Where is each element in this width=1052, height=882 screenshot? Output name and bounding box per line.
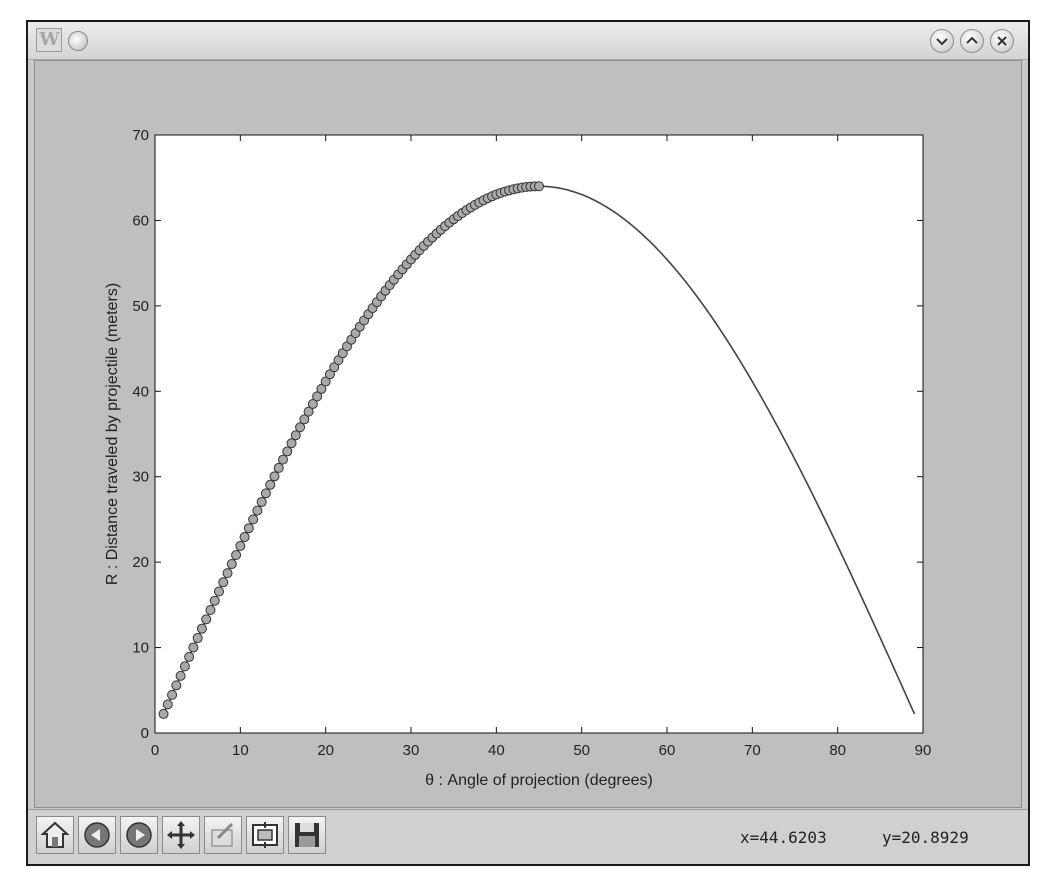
trajectory-point [239,532,250,543]
trajectory-point [273,462,284,473]
close-icon [997,36,1007,46]
y-axis-label: R : Distance traveled by projectile (met… [104,283,121,585]
trajectory-point [256,496,267,507]
chevron-down-icon [936,38,948,46]
zoom-rect-icon [211,822,234,847]
x-tick-label: 20 [317,742,334,759]
x-tick-label: 30 [403,742,420,759]
trajectory-point [282,446,293,457]
trajectory-point [171,680,182,691]
y-tick-label: 60 [132,212,149,229]
figure-canvas[interactable]: 0 10 20 30 40 50 60 70 80 90 0 10 20 30 40 50 60 70 θ : A… [34,60,1022,808]
home-button[interactable] [36,816,74,854]
trajectory-point [218,577,229,588]
y-tick-label: 20 [132,554,149,571]
y-tick-label: 30 [132,469,149,486]
trajectory-point [175,670,186,681]
trajectory-point [316,383,327,394]
trajectory-point [252,505,263,516]
trajectory-point [214,586,224,597]
app-window: W 0 10 20 30 40 50 60 70 80 90 0 10 20 30 40 50 60 70 θ :… [26,20,1030,866]
x-tick-label: 90 [915,742,932,759]
navigation-toolbar: x=44.6203 y=20.8929 [28,809,1028,864]
forward-button[interactable] [120,816,158,854]
trajectory-point [192,633,203,644]
y-tick-label: 70 [132,127,149,144]
x-tick-label: 70 [744,742,761,759]
trajectory-point [307,398,318,409]
y-tick-label: 10 [132,640,149,657]
trajectory-point [324,369,335,380]
y-tick-label: 0 [141,725,149,742]
trajectory-point [265,479,276,490]
window-menu-icon[interactable] [68,31,88,51]
save-icon [295,823,319,847]
forward-icon [126,822,152,848]
x-tick-label: 80 [829,742,846,759]
back-icon [84,822,110,848]
save-button[interactable] [288,816,326,854]
trajectory-point [231,550,242,560]
configure-subplots-icon [252,822,278,848]
trajectory-point [158,708,169,719]
y-tick-label: 50 [132,298,149,315]
chart[interactable]: 0 10 20 30 40 50 60 70 80 90 0 10 20 30 40 50 60 70 θ : A… [35,61,1023,809]
y-tick-label: 40 [132,383,149,400]
trajectory-point [184,651,195,662]
x-tick-label: 50 [573,742,590,759]
trajectory-point [167,689,178,700]
app-icon: W [36,28,62,52]
trajectory-point [295,422,306,433]
maximize-button[interactable] [960,29,984,53]
trajectory-point [248,514,259,525]
zoom-rect-button[interactable] [204,816,242,854]
x-axis-label: θ : Angle of projection (degrees) [425,772,653,789]
trajectory-point [235,541,246,551]
pan-button[interactable] [162,816,200,854]
trajectory-point [162,699,173,710]
back-button[interactable] [78,816,116,854]
trajectory-point [226,559,237,570]
configure-subplots-button[interactable] [246,816,284,854]
plot-area[interactable] [154,134,924,734]
trajectory-point [209,595,220,606]
trajectory-point [278,454,288,465]
trajectory-point [269,471,280,482]
x-tick-label: 40 [488,742,505,759]
trajectory-point [312,391,323,402]
x-tick-label: 60 [659,742,676,759]
x-tick-label: 10 [232,742,249,759]
y-coordinate-readout: y=20.8929 [882,828,969,847]
trajectory-point [222,568,233,579]
trajectory-point [188,642,199,653]
trajectory-point [201,614,212,625]
x-coordinate-readout: x=44.6203 [740,828,827,847]
trajectory-point [260,488,271,499]
trajectory-point [196,623,207,634]
pan-icon [167,821,195,849]
trajectory-point [299,414,310,425]
trajectory-point [243,523,254,534]
trajectory-point [303,406,314,417]
trajectory-point [320,376,331,387]
chevron-up-icon [966,36,978,44]
title-bar[interactable]: W [28,22,1028,60]
trajectory-point [534,181,544,192]
trajectory-point [290,430,301,441]
home-icon [40,821,70,848]
x-tick-label: 0 [151,742,159,759]
trajectory-point [179,661,190,672]
trajectory-point [205,605,216,616]
close-button[interactable] [990,29,1014,53]
trajectory-point [286,438,297,449]
minimize-button[interactable] [930,29,954,53]
